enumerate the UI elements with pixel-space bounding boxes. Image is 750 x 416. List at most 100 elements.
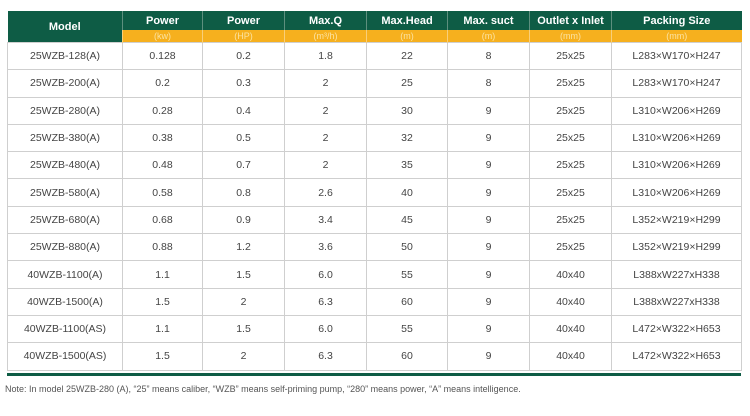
table-cell: 40x40: [529, 287, 612, 316]
table-row: 25WZB-280(A) 0.28 0.4 2 30 9 25x25 L310×W206×H2…: [7, 96, 742, 125]
table-row: 25WZB-128(A) 0.128 0.2 1.8 22 8 25x25 L283×W170…: [7, 41, 742, 71]
table-cell: 60: [366, 287, 448, 316]
column-unit: (HP): [202, 30, 285, 43]
table-cell: 0.5: [202, 123, 285, 153]
model-cell: 25WZB-880(A): [7, 233, 123, 262]
table-cell: 22: [366, 41, 448, 71]
table-cell: 40x40: [529, 342, 612, 371]
table-row: 40WZB-1500(AS) 1.5 2 6.3 60 9 40x40 L472×W322×H…: [7, 342, 742, 371]
model-cell: 40WZB-1500(A): [7, 287, 123, 316]
column-header: Max.Head: [366, 11, 448, 30]
table-cell: 2: [284, 151, 367, 180]
table-cell: 1.5: [122, 342, 203, 371]
table-cell: 3.6: [284, 233, 367, 262]
table-row: 40WZB-1100(A) 1.1 1.5 6.0 55 9 40x40 L388xW227x…: [7, 260, 742, 289]
table-cell: 6.3: [284, 342, 367, 371]
table-cell: 9: [447, 314, 530, 344]
table-cell: 0.48: [122, 151, 203, 180]
column-unit: (kw): [122, 30, 203, 43]
header-row: Model Power Power Max.Q Max.Head Max. suct Out…: [7, 11, 742, 43]
table-cell: L310×W206×H269: [611, 178, 742, 207]
table-cell: 2: [284, 96, 367, 125]
table-cell: 1.2: [202, 233, 285, 262]
column-unit: (m): [366, 30, 448, 43]
table-cell: L352×W219×H299: [611, 205, 742, 235]
table-cell: 2: [202, 342, 285, 371]
table-cell: 0.2: [122, 69, 203, 98]
model-cell: 25WZB-680(A): [7, 205, 123, 235]
table-row: 25WZB-880(A) 0.88 1.2 3.6 50 9 25x25 L352×W219×…: [7, 233, 742, 262]
table-cell: 55: [366, 314, 448, 344]
model-cell: 25WZB-280(A): [7, 96, 123, 125]
column-header: Outlet x Inlet: [529, 11, 612, 30]
column-header: Max.Q: [284, 11, 367, 30]
table-cell: 1.5: [202, 314, 285, 344]
table-cell: 1.5: [202, 260, 285, 289]
table-cell: 9: [447, 260, 530, 289]
unit-row: (kw) (HP) (m³/h) (m) (m) (mm) (mm): [8, 30, 742, 43]
spec-table: Model Power Power Max.Q Max.Head Max. suct Out…: [7, 11, 742, 371]
footnote: Note: In model 25WZB-280 (A), “25” means…: [5, 384, 521, 394]
table-cell: 3.4: [284, 205, 367, 235]
table-cell: 2: [284, 123, 367, 153]
table-cell: 60: [366, 342, 448, 371]
table-cell: 0.128: [122, 41, 203, 71]
table-cell: 25x25: [529, 69, 612, 98]
table-cell: 9: [447, 233, 530, 262]
table-cell: 0.8: [202, 178, 285, 207]
table-row: 25WZB-680(A) 0.68 0.9 3.4 45 9 25x25 L352×W219×…: [7, 205, 742, 235]
table-cell: 25x25: [529, 205, 612, 235]
table-cell: 25x25: [529, 151, 612, 180]
table-row: 40WZB-1100(AS) 1.1 1.5 6.0 55 9 40x40 L472×W322…: [7, 314, 742, 344]
table-cell: L310×W206×H269: [611, 96, 742, 125]
table-cell: 8: [447, 41, 530, 71]
table-row: 40WZB-1500(A) 1.5 2 6.3 60 9 40x40 L388xW227xH3…: [7, 287, 742, 316]
table-cell: 0.7: [202, 151, 285, 180]
column-unit: (m³/h): [284, 30, 367, 43]
table-cell: 32: [366, 123, 448, 153]
table-cell: 9: [447, 151, 530, 180]
table-cell: 2: [202, 287, 285, 316]
model-cell: 40WZB-1100(A): [7, 260, 123, 289]
table-row: 25WZB-580(A) 0.58 0.8 2.6 40 9 25x25 L310×W206×…: [7, 178, 742, 207]
table-cell: 0.2: [202, 41, 285, 71]
table-cell: 45: [366, 205, 448, 235]
table-cell: 1.8: [284, 41, 367, 71]
model-cell: 40WZB-1100(AS): [7, 314, 123, 344]
table-cell: 6.3: [284, 287, 367, 316]
table-cell: 2.6: [284, 178, 367, 207]
column-header: Power: [122, 11, 203, 30]
table-cell: 0.68: [122, 205, 203, 235]
table-cell: 25x25: [529, 96, 612, 125]
table-cell: 25x25: [529, 41, 612, 71]
table-cell: 9: [447, 287, 530, 316]
table-cell: 50: [366, 233, 448, 262]
table-cell: 40x40: [529, 260, 612, 289]
column-header: Max. suct: [447, 11, 530, 30]
table-cell: L388xW227xH338: [611, 260, 742, 289]
column-header: Power: [202, 11, 285, 30]
table-cell: L283×W170×H247: [611, 69, 742, 98]
table-cell: 25x25: [529, 178, 612, 207]
table-cell: 0.4: [202, 96, 285, 125]
column-header: Packing Size: [611, 11, 742, 30]
column-unit: (mm): [611, 30, 742, 43]
model-cell: 25WZB-580(A): [7, 178, 123, 207]
table-cell: 1.5: [122, 287, 203, 316]
table-cell: 25x25: [529, 123, 612, 153]
table-cell: 0.88: [122, 233, 203, 262]
table-cell: 25: [366, 69, 448, 98]
table-cell: 0.58: [122, 178, 203, 207]
table-cell: 1.1: [122, 260, 203, 289]
table-cell: 9: [447, 342, 530, 371]
table-cell: 9: [447, 123, 530, 153]
model-cell: 25WZB-480(A): [7, 151, 123, 180]
model-cell: 25WZB-200(A): [7, 69, 123, 98]
table-cell: 0.28: [122, 96, 203, 125]
table-cell: 2: [284, 69, 367, 98]
table-cell: 40x40: [529, 314, 612, 344]
table-cell: L388xW227xH338: [611, 287, 742, 316]
table-cell: 0.3: [202, 69, 285, 98]
table-cell: 35: [366, 151, 448, 180]
column-header: Model: [7, 11, 123, 43]
